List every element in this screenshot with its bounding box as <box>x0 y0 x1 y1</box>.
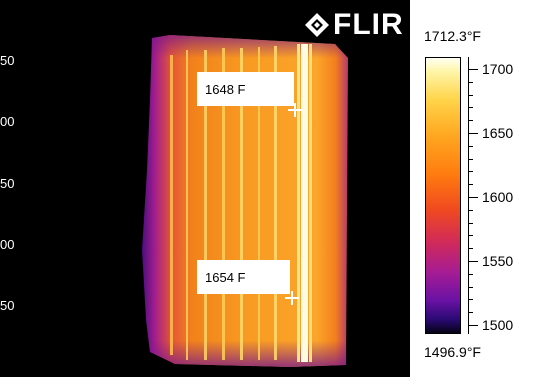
flir-logo-text: FLIR <box>333 10 404 40</box>
minor-tick <box>468 82 473 83</box>
spot-measurement-label: 1648 F <box>197 72 294 106</box>
minor-tick <box>468 287 473 288</box>
major-tick <box>468 325 478 326</box>
thermal-image: 50 00 50 00 50 FLIR 1648 F 1654 F <box>0 0 410 377</box>
scale-tick-label: 1650 <box>482 126 513 140</box>
minor-tick <box>468 107 473 108</box>
hottest-stripe <box>301 44 308 362</box>
scale-min-label: 1496.9°F <box>424 344 481 360</box>
minor-tick <box>468 235 473 236</box>
major-tick <box>468 261 478 262</box>
major-tick <box>468 197 478 198</box>
spot-crosshair-icon <box>285 291 299 305</box>
minor-tick <box>468 120 473 121</box>
minor-tick <box>468 299 473 300</box>
color-palette-bar <box>425 57 461 334</box>
temperature-scale: 1712.3°F 1700 1650 1600 1550 1500 1496.9… <box>412 0 550 377</box>
minor-tick <box>468 248 473 249</box>
flir-logo: FLIR <box>304 10 404 40</box>
y-axis-label: 00 <box>0 115 14 128</box>
scale-tick-label: 1550 <box>482 254 513 268</box>
y-axis-label: 00 <box>0 238 14 251</box>
minor-tick <box>468 95 473 96</box>
y-axis-label: 50 <box>0 54 14 67</box>
scale-tick-label: 1600 <box>482 190 513 204</box>
thermal-scene <box>0 0 410 377</box>
minor-tick <box>468 184 473 185</box>
flir-emblem-icon <box>304 12 330 38</box>
minor-tick <box>468 159 473 160</box>
scale-tick-label: 1500 <box>482 318 513 332</box>
minor-tick <box>468 274 473 275</box>
scale-max-label: 1712.3°F <box>424 28 481 44</box>
spot-measurement-label: 1654 F <box>197 260 290 294</box>
scale-tick-label: 1700 <box>482 62 513 76</box>
scale-axis-line <box>468 57 469 334</box>
y-axis-label: 50 <box>0 177 14 190</box>
minor-tick <box>468 171 473 172</box>
minor-tick <box>468 312 473 313</box>
minor-tick <box>468 210 473 211</box>
minor-tick <box>468 223 473 224</box>
minor-tick <box>468 146 473 147</box>
major-tick <box>468 133 478 134</box>
major-tick <box>468 69 478 70</box>
y-axis-label: 50 <box>0 299 14 312</box>
spot-crosshair-icon <box>288 103 302 117</box>
